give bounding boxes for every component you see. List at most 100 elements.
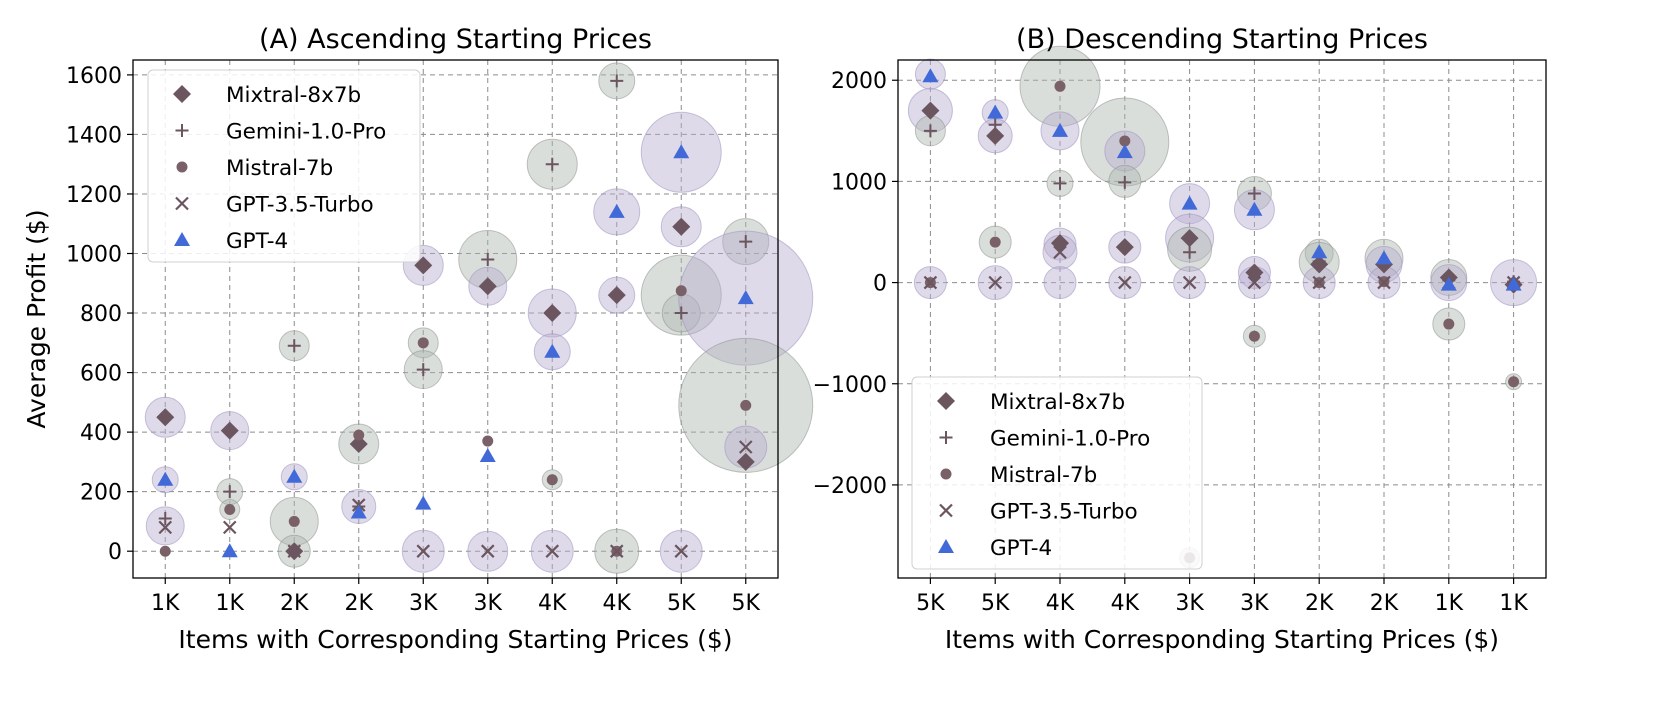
legend-label: Mistral-7b <box>990 463 1097 488</box>
gpt-3-5-turbo-point <box>222 520 237 535</box>
gpt-4-point <box>157 471 174 486</box>
gpt-3-5-turbo-point <box>674 544 689 558</box>
mistral-7b-point <box>1054 80 1066 92</box>
gpt-3-5-turbo-point <box>923 275 938 290</box>
mixtral-8x7b-point <box>543 304 562 323</box>
legend-label: Gemini-1.0-Pro <box>990 427 1150 452</box>
y-tick-label: −1000 <box>813 373 887 398</box>
gpt-4-point <box>737 290 754 305</box>
gpt-4-point <box>544 343 561 358</box>
legend-item: GPT-3.5-Turbo <box>175 193 374 218</box>
legend-item: Gemini-1.0-Pro <box>175 120 386 145</box>
gpt-3-5-turbo-point <box>1312 275 1326 290</box>
x-tick-label: 4K <box>603 591 632 616</box>
x-tick-label: 3K <box>409 591 438 616</box>
gpt-4-point <box>1181 195 1198 210</box>
gpt-3-5-turbo-point <box>416 544 431 558</box>
legend-label: Mistral-7b <box>226 156 333 181</box>
y-tick-label: 800 <box>80 302 122 327</box>
mixtral-8x7b-point <box>1180 229 1199 248</box>
legend-marker-gpt-3-5-turbo <box>939 503 953 518</box>
x-tick-label: 1K <box>216 591 245 616</box>
legend-label: GPT-3.5-Turbo <box>990 500 1138 525</box>
legend: Mixtral-8x7b Gemini-1.0-Pro Mistral-7b GPT-… <box>147 69 421 263</box>
gemini-1-0-pro-point <box>1118 175 1132 189</box>
gpt-4-point <box>1376 250 1392 265</box>
mixtral-8x7b-point <box>736 452 755 471</box>
x-tick-label: 3K <box>474 591 503 616</box>
legend-marker-gemini-1-0-pro <box>175 124 189 137</box>
gpt-3-5-turbo-point <box>1377 275 1391 290</box>
mistral-7b-point <box>546 474 558 486</box>
x-tick-label: 1K <box>151 591 180 616</box>
x-tick-label: 5K <box>732 591 761 616</box>
gpt-4-point <box>350 504 367 519</box>
gemini-1-0-pro-point <box>416 363 430 377</box>
gpt-4-point <box>987 104 1004 119</box>
gemini-1-0-pro-point <box>1247 187 1261 201</box>
legend-marker-gpt-4 <box>938 539 954 553</box>
mixtral-8x7b-point <box>478 277 497 296</box>
mistral-7b-point <box>482 435 494 447</box>
gpt-3-5-turbo-point <box>609 544 624 558</box>
gpt-3-5-turbo-point <box>1182 275 1197 290</box>
y-tick-label: 1600 <box>66 64 122 89</box>
legend: Mixtral-8x7b Gemini-1.0-Pro Mistral-7b GPT-… <box>911 376 1203 570</box>
mistral-7b-point <box>288 515 300 527</box>
x-tick-label: 2K <box>345 591 374 616</box>
legend-box <box>911 376 1203 570</box>
gpt-4-point <box>1505 276 1522 291</box>
gpt-3-5-turbo-point <box>1118 275 1132 290</box>
gpt-4-point <box>1311 244 1328 259</box>
x-tick-label: 5K <box>667 591 696 616</box>
mixtral-8x7b-point <box>986 126 1005 145</box>
y-tick-label: 1000 <box>66 243 122 268</box>
y-tick-label: −2000 <box>813 474 887 499</box>
x-tick-label: 1K <box>1499 591 1528 616</box>
legend-label: Mixtral-8x7b <box>226 83 361 108</box>
gpt-3-5-turbo-point <box>738 440 753 454</box>
legend-marker-mistral-7b <box>176 161 188 173</box>
x-tick-label: 1K <box>1435 591 1464 616</box>
x-tick-label: 2K <box>280 591 309 616</box>
gpt-3-5-turbo-point <box>158 520 173 535</box>
gemini-1-0-pro-point <box>923 124 937 138</box>
legend-marker-gpt-3-5-turbo <box>175 196 189 211</box>
legend-box <box>147 69 421 263</box>
x-axis-label: Items with Corresponding Starting Prices… <box>178 625 732 654</box>
gpt-4-point <box>1246 201 1263 216</box>
mistral-7b-point <box>740 399 752 411</box>
bubble <box>1043 266 1077 300</box>
mixtral-8x7b-point <box>1115 238 1134 257</box>
mixtral-8x7b-point <box>672 217 691 236</box>
gpt-4-point <box>1116 144 1133 159</box>
x-tick-label: 2K <box>1370 591 1399 616</box>
y-tick-label: 2000 <box>831 69 887 94</box>
gemini-1-0-pro-point <box>545 157 559 171</box>
chart-title: (A) Ascending Starting Prices <box>259 24 652 55</box>
mixtral-8x7b-point <box>607 286 626 305</box>
legend-label: GPT-3.5-Turbo <box>226 193 374 218</box>
gpt-4-point <box>608 203 625 218</box>
legend-marker-mistral-7b <box>940 468 952 480</box>
mixtral-8x7b-point <box>349 435 368 454</box>
gpt-3-5-turbo-point <box>1053 245 1067 260</box>
legend-item: GPT-3.5-Turbo <box>939 500 1138 525</box>
legend-label: Mixtral-8x7b <box>990 390 1125 415</box>
gpt-3-5-turbo-point <box>287 544 302 558</box>
mistral-7b-point <box>1443 318 1455 330</box>
legend-item: Mistral-7b <box>940 463 1097 488</box>
gpt-4-point <box>1440 276 1457 291</box>
axes-frame <box>897 59 1547 579</box>
legend-marker-mixtral-8x7b <box>937 392 955 410</box>
gpt-3-5-turbo-point <box>545 544 560 558</box>
gemini-1-0-pro-point <box>223 485 237 499</box>
gpt-3-5-turbo-point <box>1247 275 1262 290</box>
chart-title: (B) Descending Starting Prices <box>1016 24 1428 55</box>
x-tick-label: 3K <box>1175 591 1204 616</box>
mixtral-8x7b-point <box>921 101 940 120</box>
mistral-7b-point <box>353 429 365 441</box>
gemini-1-0-pro-point <box>674 306 688 320</box>
x-tick-label: 4K <box>1111 591 1140 616</box>
